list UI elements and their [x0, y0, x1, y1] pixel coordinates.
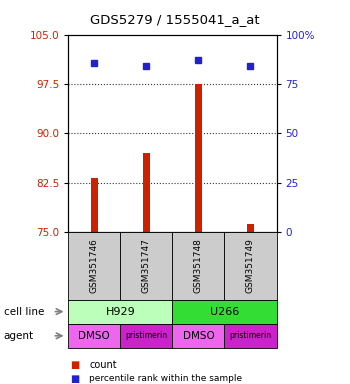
Text: pristimerin: pristimerin	[229, 331, 272, 340]
Text: GSM351746: GSM351746	[90, 238, 99, 293]
Text: GSM351747: GSM351747	[142, 238, 151, 293]
Text: H929: H929	[105, 306, 135, 317]
Text: cell line: cell line	[4, 306, 44, 317]
Text: DMSO: DMSO	[183, 331, 214, 341]
Bar	[195, 84, 202, 232]
Text: GSM351748: GSM351748	[194, 238, 203, 293]
Text: percentile rank within the sample: percentile rank within the sample	[89, 374, 242, 383]
Text: ■: ■	[70, 374, 79, 384]
Text: agent: agent	[4, 331, 34, 341]
Text: GSM351749: GSM351749	[246, 238, 255, 293]
Text: DMSO: DMSO	[78, 331, 110, 341]
Bar	[91, 178, 98, 232]
Text: count: count	[89, 360, 117, 370]
Text: GDS5279 / 1555041_a_at: GDS5279 / 1555041_a_at	[90, 13, 260, 26]
Text: pristimerin: pristimerin	[125, 331, 167, 340]
Bar	[247, 224, 254, 232]
Text: U266: U266	[210, 306, 239, 317]
Text: ■: ■	[70, 360, 79, 370]
Bar	[143, 153, 150, 232]
